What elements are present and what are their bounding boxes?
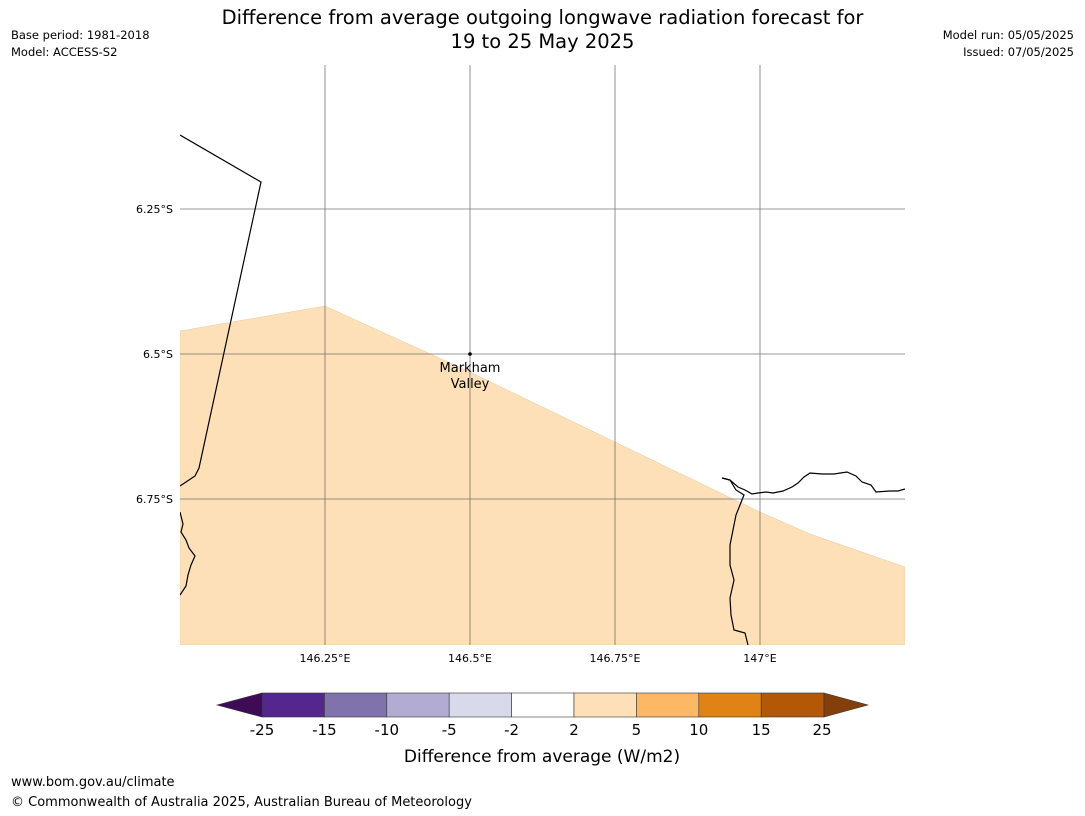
colorbar-tick-5: 2 [569,721,579,739]
colorbar-segment-4 [448,692,512,718]
coastlines [180,134,905,645]
colorbar-tick-8: 15 [752,721,771,739]
graticule [180,65,905,645]
colorbar-label: Difference from average (W/m2) [404,747,680,767]
colorbar-segment-6 [573,692,637,718]
colorbar-tick-0: -25 [250,721,275,739]
markham-valley-marker [468,352,472,356]
map-title: Difference from average outgoing longwav… [0,6,1085,54]
title-line-1: Difference from average outgoing longwav… [221,6,864,29]
colorbar-segment-7 [636,692,700,718]
colorbar-low-extension [215,692,263,718]
lat-label-6-5: 6.5°S [143,348,173,361]
base-period-text: Base period: 1981-2018 [11,28,150,42]
colorbar-segment-3 [386,692,450,718]
footer-url: www.bom.gov.au/climate [11,775,175,790]
header-left-info: Base period: 1981-2018 Model: ACCESS-S2 [11,27,150,61]
river-right [721,477,749,645]
colorbar-tick-1: -15 [312,721,337,739]
colorbar-tick-7: 10 [689,721,708,739]
place-label-line-2: Valley [451,377,490,392]
model-run-text: Model run: 05/05/2025 [942,28,1074,42]
colorbar-tick-6: 5 [632,721,642,739]
colorbar-tick-9: 25 [812,721,831,739]
lon-label-147: 147°E [743,652,776,665]
anomaly-fill-region [180,305,905,645]
header-right-info: Model run: 05/05/2025 Issued: 07/05/2025 [943,27,1074,61]
lon-label-146-25: 146.25°E [300,652,351,665]
colorbar-segment-2 [324,692,388,718]
issued-text: Issued: 07/05/2025 [963,45,1074,59]
colorbar-tick-4: -2 [504,721,519,739]
footer-copyright: © Commonwealth of Australia 2025, Austra… [11,795,472,810]
lon-label-146-75: 146.75°E [590,652,641,665]
colorbar-tick-2: -10 [375,721,400,739]
colorbar-tick-3: -5 [442,721,457,739]
colorbar-segment-8 [698,692,762,718]
colorbar [215,692,870,718]
model-text: Model: ACCESS-S2 [11,45,118,59]
colorbar-segment-5 [511,692,575,718]
colorbar-segment-9 [760,692,825,718]
title-line-2: 19 to 25 May 2025 [450,30,635,53]
colorbar-high-extension [823,692,870,718]
border-line [180,134,262,487]
map-area [180,65,905,645]
lat-label-6-25: 6.25°S [136,203,173,216]
coast-right [721,471,905,495]
coast-left [180,511,196,596]
place-label-line-1: Markham [440,361,501,376]
colorbar-segment-1 [261,692,325,718]
lon-label-146-5: 146.5°E [448,652,492,665]
lat-label-6-75: 6.75°S [136,493,173,506]
